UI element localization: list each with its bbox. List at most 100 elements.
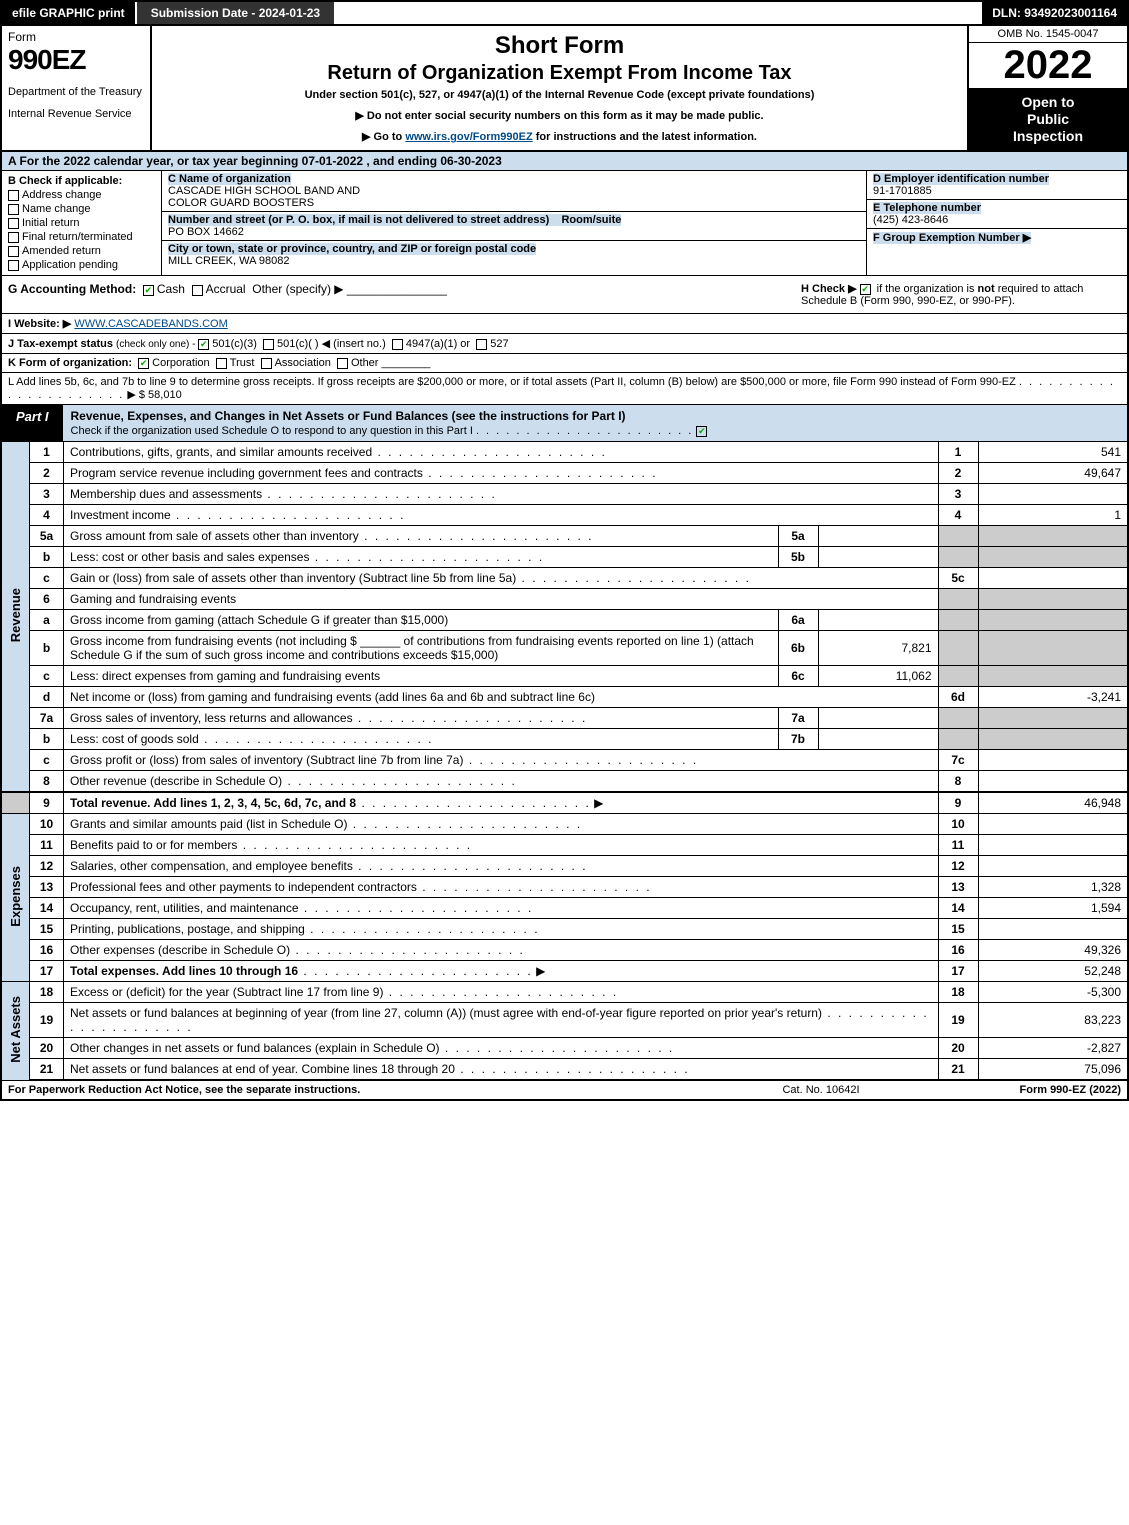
- section-b-c-d: B Check if applicable: Address change Na…: [0, 171, 1129, 276]
- chk-schedule-o[interactable]: [696, 426, 707, 437]
- c-city-block: City or town, state or province, country…: [162, 241, 866, 269]
- chk-final-return[interactable]: Final return/terminated: [8, 231, 155, 243]
- chk-association[interactable]: [261, 358, 272, 369]
- row-l-gross-receipts: L Add lines 5b, 6c, and 7b to line 9 to …: [0, 373, 1129, 405]
- tax-year: 2022: [969, 43, 1127, 88]
- line-7b: bLess: cost of goods sold7b: [1, 729, 1128, 750]
- d-ein-block: D Employer identification number 91-1701…: [867, 171, 1127, 200]
- f-group-block: F Group Exemption Number ▶: [867, 229, 1127, 275]
- open-line3: Inspection: [1013, 128, 1083, 144]
- line-6b: bGross income from fundraising events (n…: [1, 631, 1128, 666]
- c-street-block: Number and street (or P. O. box, if mail…: [162, 212, 866, 241]
- line-5a: 5aGross amount from sale of assets other…: [1, 526, 1128, 547]
- d-head: D Employer identification number: [873, 173, 1049, 185]
- line-20: 20Other changes in net assets or fund ba…: [1, 1038, 1128, 1059]
- chk-501c3[interactable]: [198, 339, 209, 350]
- g-other: Other (specify) ▶: [252, 282, 343, 296]
- h-not: not: [978, 283, 995, 295]
- dln-label: DLN: 93492023001164: [982, 2, 1127, 24]
- efile-print-label[interactable]: efile GRAPHIC print: [2, 2, 135, 24]
- line-9: 9Total revenue. Add lines 1, 2, 3, 4, 5c…: [1, 792, 1128, 814]
- chk-527[interactable]: [476, 339, 487, 350]
- row-i-website: I Website: ▶ WWW.CASCADEBANDS.COM: [0, 314, 1129, 334]
- l-text: L Add lines 5b, 6c, and 7b to line 9 to …: [8, 376, 1016, 388]
- line-6a: aGross income from gaming (attach Schedu…: [1, 610, 1128, 631]
- goto-link[interactable]: www.irs.gov/Form990EZ: [405, 131, 532, 143]
- subtitle: Under section 501(c), 527, or 4947(a)(1)…: [162, 89, 957, 101]
- c-street-head: Number and street (or P. O. box, if mail…: [168, 214, 621, 226]
- page-footer: For Paperwork Reduction Act Notice, see …: [0, 1081, 1129, 1101]
- footer-cat-no: Cat. No. 10642I: [721, 1084, 921, 1096]
- h-schedule-b: H Check ▶ if the organization is not req…: [801, 282, 1121, 307]
- row-j-tax-exempt: J Tax-exempt status (check only one) - 5…: [0, 334, 1129, 354]
- open-to-public-badge: Open to Public Inspection: [969, 88, 1127, 150]
- title-short-form: Short Form: [162, 32, 957, 60]
- e-head: E Telephone number: [873, 202, 981, 214]
- chk-4947[interactable]: [392, 339, 403, 350]
- chk-other-org[interactable]: [337, 358, 348, 369]
- omb-number: OMB No. 1545-0047: [969, 26, 1127, 43]
- line-14: 14Occupancy, rent, utilities, and mainte…: [1, 898, 1128, 919]
- revenue-label: Revenue: [8, 588, 23, 642]
- chk-address-change[interactable]: Address change: [8, 189, 155, 201]
- open-line1: Open to: [1022, 94, 1075, 110]
- part-1-check-line: Check if the organization used Schedule …: [71, 425, 711, 437]
- line-17: 17Total expenses. Add lines 10 through 1…: [1, 961, 1128, 982]
- line-2: 2Program service revenue including gover…: [1, 463, 1128, 484]
- line-5c: cGain or (loss) from sale of assets othe…: [1, 568, 1128, 589]
- chk-cash[interactable]: [143, 285, 154, 296]
- topbar-spacer: [334, 2, 982, 24]
- row-g-h: G Accounting Method: Cash Accrual Other …: [0, 276, 1129, 314]
- j-4947: 4947(a)(1) or: [406, 338, 470, 350]
- column-d-e-f: D Employer identification number 91-1701…: [867, 171, 1127, 275]
- footer-form-ref: Form 990-EZ (2022): [921, 1084, 1121, 1096]
- j-small: (check only one) -: [116, 339, 198, 350]
- k-trust: Trust: [230, 357, 255, 369]
- j-501c: 501(c)( ) ◀ (insert no.): [277, 338, 386, 350]
- c-name-block: C Name of organization CASCADE HIGH SCHO…: [162, 171, 866, 212]
- b-header: B Check if applicable:: [8, 175, 155, 187]
- line-16: 16Other expenses (describe in Schedule O…: [1, 940, 1128, 961]
- j-label: J Tax-exempt status: [8, 338, 116, 350]
- i-label: I Website: ▶: [8, 318, 71, 330]
- chk-corporation[interactable]: [138, 358, 149, 369]
- line-a-tax-year: A For the 2022 calendar year, or tax yea…: [0, 152, 1129, 171]
- line-21: 21Net assets or fund balances at end of …: [1, 1059, 1128, 1081]
- g-accounting: G Accounting Method: Cash Accrual Other …: [8, 282, 801, 307]
- chk-501c[interactable]: [263, 339, 274, 350]
- chk-schedule-b[interactable]: [860, 284, 871, 295]
- line-7a: 7aGross sales of inventory, less returns…: [1, 708, 1128, 729]
- ssn-warning: Do not enter social security numbers on …: [162, 109, 957, 122]
- line-12: 12Salaries, other compensation, and empl…: [1, 856, 1128, 877]
- line-15: 15Printing, publications, postage, and s…: [1, 919, 1128, 940]
- line-8: 8Other revenue (describe in Schedule O)8: [1, 771, 1128, 793]
- line-3: 3Membership dues and assessments3: [1, 484, 1128, 505]
- submission-date-label: Submission Date - 2024-01-23: [135, 2, 334, 24]
- line-4: 4Investment income41: [1, 505, 1128, 526]
- line-6: 6Gaming and fundraising events: [1, 589, 1128, 610]
- line-13: 13Professional fees and other payments t…: [1, 877, 1128, 898]
- phone: (425) 423-8646: [873, 214, 948, 226]
- j-501c3: 501(c)(3): [212, 338, 257, 350]
- chk-trust[interactable]: [216, 358, 227, 369]
- chk-amended-return[interactable]: Amended return: [8, 245, 155, 257]
- line-10: Expenses 10Grants and similar amounts pa…: [1, 814, 1128, 835]
- k-assoc: Association: [275, 357, 331, 369]
- l-amount: $ 58,010: [139, 389, 182, 401]
- net-assets-label: Net Assets: [8, 996, 23, 1063]
- chk-initial-return[interactable]: Initial return: [8, 217, 155, 229]
- g-label: G Accounting Method:: [8, 282, 136, 296]
- website-link[interactable]: WWW.CASCADEBANDS.COM: [74, 318, 227, 330]
- k-corp: Corporation: [152, 357, 209, 369]
- part-1-header: Part I Revenue, Expenses, and Changes in…: [0, 405, 1129, 442]
- chk-name-change[interactable]: Name change: [8, 203, 155, 215]
- chk-accrual[interactable]: [192, 285, 203, 296]
- chk-application-pending[interactable]: Application pending: [8, 259, 155, 271]
- header-right: OMB No. 1545-0047 2022 Open to Public In…: [967, 26, 1127, 150]
- k-other: Other: [351, 357, 379, 369]
- part-1-title: Revenue, Expenses, and Changes in Net As…: [63, 405, 1127, 441]
- dept-irs: Internal Revenue Service: [8, 108, 144, 120]
- dept-treasury: Department of the Treasury: [8, 86, 144, 98]
- part-1-table: Revenue 1Contributions, gifts, grants, a…: [0, 442, 1129, 1081]
- column-c: C Name of organization CASCADE HIGH SCHO…: [162, 171, 867, 275]
